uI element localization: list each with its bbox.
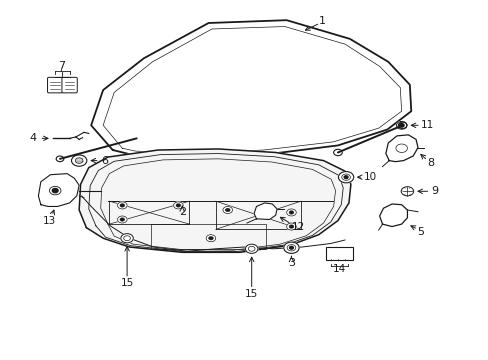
Text: 12: 12: [291, 221, 304, 231]
Text: 7: 7: [58, 62, 65, 71]
Circle shape: [176, 204, 181, 207]
Circle shape: [71, 155, 87, 166]
Circle shape: [206, 235, 215, 242]
Text: 8: 8: [426, 158, 433, 168]
Circle shape: [283, 242, 299, 253]
Circle shape: [286, 209, 296, 216]
Circle shape: [399, 123, 403, 127]
Circle shape: [120, 218, 124, 221]
Circle shape: [288, 225, 293, 228]
Circle shape: [395, 144, 407, 153]
Text: 13: 13: [42, 216, 56, 226]
Circle shape: [225, 208, 230, 212]
Text: 9: 9: [431, 186, 438, 196]
Polygon shape: [254, 203, 277, 220]
Circle shape: [223, 207, 232, 213]
Text: 4: 4: [29, 133, 36, 143]
Circle shape: [288, 211, 293, 214]
Text: 15: 15: [120, 278, 133, 288]
Polygon shape: [91, 20, 410, 158]
FancyBboxPatch shape: [47, 77, 63, 93]
Circle shape: [121, 234, 133, 243]
FancyBboxPatch shape: [325, 247, 352, 260]
Circle shape: [245, 244, 257, 253]
Circle shape: [208, 237, 213, 240]
Circle shape: [396, 121, 406, 129]
Circle shape: [289, 246, 293, 249]
Text: 11: 11: [420, 120, 433, 130]
Text: 2: 2: [178, 207, 185, 217]
Circle shape: [341, 174, 350, 180]
Circle shape: [286, 223, 296, 230]
Circle shape: [400, 187, 413, 196]
Circle shape: [344, 176, 347, 179]
Text: 15: 15: [244, 289, 258, 298]
Circle shape: [52, 189, 58, 193]
Text: 6: 6: [101, 156, 108, 166]
Circle shape: [117, 216, 127, 223]
Text: 5: 5: [416, 227, 424, 237]
Circle shape: [120, 204, 124, 207]
Polygon shape: [79, 149, 350, 252]
Polygon shape: [39, 174, 79, 207]
Circle shape: [173, 202, 183, 209]
Circle shape: [338, 171, 353, 183]
Text: 10: 10: [363, 172, 376, 182]
Polygon shape: [385, 135, 417, 162]
Text: 3: 3: [287, 258, 294, 268]
Circle shape: [117, 202, 127, 209]
Text: 14: 14: [332, 264, 346, 274]
Polygon shape: [379, 204, 407, 226]
Text: 1: 1: [318, 15, 325, 26]
Circle shape: [49, 186, 61, 195]
FancyBboxPatch shape: [62, 77, 77, 93]
